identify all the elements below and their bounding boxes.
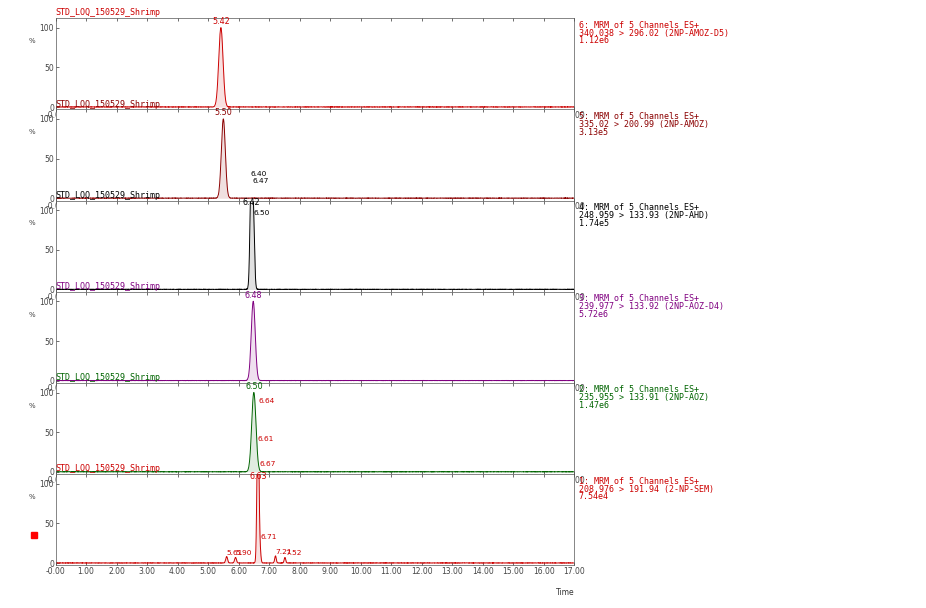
Text: 6.71: 6.71: [260, 534, 277, 541]
Text: 5.90: 5.90: [235, 550, 252, 556]
Text: STD_LOQ_150529_Shrimp: STD_LOQ_150529_Shrimp: [56, 282, 160, 291]
Text: 3.13e5: 3.13e5: [579, 128, 608, 137]
Text: 335.02 > 200.99 (2NP-AMOZ): 335.02 > 200.99 (2NP-AMOZ): [579, 120, 708, 129]
Text: STD_LOQ_150529_Shrimp: STD_LOQ_150529_Shrimp: [56, 9, 160, 17]
Text: 1: MRM of 5 Channels ES+: 1: MRM of 5 Channels ES+: [579, 477, 699, 486]
Text: 5.42: 5.42: [212, 17, 230, 26]
Text: 6.64: 6.64: [258, 398, 274, 404]
Text: 6.61: 6.61: [257, 435, 273, 441]
Text: Time: Time: [556, 588, 574, 597]
Text: 4: MRM of 5 Channels ES+: 4: MRM of 5 Channels ES+: [579, 203, 699, 212]
Text: 6.50: 6.50: [254, 210, 270, 216]
Text: 6.42: 6.42: [243, 198, 260, 207]
Text: 239.977 > 133.92 (2NP-AOZ-D4): 239.977 > 133.92 (2NP-AOZ-D4): [579, 302, 724, 311]
Text: 3: MRM of 5 Channels ES+: 3: MRM of 5 Channels ES+: [579, 294, 699, 303]
Text: 7.54e4: 7.54e4: [579, 492, 608, 502]
Text: 6.40: 6.40: [251, 171, 268, 178]
Text: 5.61: 5.61: [227, 550, 243, 556]
Text: 6: MRM of 5 Channels ES+: 6: MRM of 5 Channels ES+: [579, 21, 699, 30]
Text: 248.959 > 133.93 (2NP-AHD): 248.959 > 133.93 (2NP-AHD): [579, 211, 708, 220]
Text: %: %: [29, 38, 35, 44]
Text: 6.67: 6.67: [259, 461, 275, 468]
Text: STD_LOQ_150529_Shrimp: STD_LOQ_150529_Shrimp: [56, 191, 160, 199]
Text: 5: MRM of 5 Channels ES+: 5: MRM of 5 Channels ES+: [579, 112, 699, 121]
Text: 208.976 > 191.94 (2-NP-SEM): 208.976 > 191.94 (2-NP-SEM): [579, 485, 714, 494]
Text: 7.21: 7.21: [276, 548, 292, 554]
Text: 2: MRM of 5 Channels ES+: 2: MRM of 5 Channels ES+: [579, 385, 699, 395]
Text: 6.50: 6.50: [245, 382, 263, 391]
Text: 1.47e6: 1.47e6: [579, 401, 608, 410]
Text: 6.63: 6.63: [249, 472, 267, 480]
Text: 6.47: 6.47: [253, 178, 269, 184]
Text: STD_LOQ_150529_Shrimp: STD_LOQ_150529_Shrimp: [56, 373, 160, 382]
Text: %: %: [29, 130, 35, 135]
Text: %: %: [29, 403, 35, 409]
Text: %: %: [29, 494, 35, 500]
Text: 1.74e5: 1.74e5: [579, 219, 608, 228]
Text: 5.50: 5.50: [215, 108, 232, 117]
Text: 7.52: 7.52: [285, 550, 302, 556]
Text: 1.12e6: 1.12e6: [579, 36, 608, 46]
Text: 5.72e6: 5.72e6: [579, 310, 608, 319]
Text: %: %: [29, 221, 35, 226]
Text: %: %: [29, 312, 35, 317]
Text: STD_LOQ_150529_Shrimp: STD_LOQ_150529_Shrimp: [56, 100, 160, 109]
Text: STD_LOQ_150529_Shrimp: STD_LOQ_150529_Shrimp: [56, 465, 160, 473]
Text: 235.955 > 133.91 (2NP-AOZ): 235.955 > 133.91 (2NP-AOZ): [579, 393, 708, 402]
Text: 340.038 > 296.02 (2NP-AMOZ-D5): 340.038 > 296.02 (2NP-AMOZ-D5): [579, 29, 729, 38]
Text: 6.48: 6.48: [244, 291, 262, 300]
